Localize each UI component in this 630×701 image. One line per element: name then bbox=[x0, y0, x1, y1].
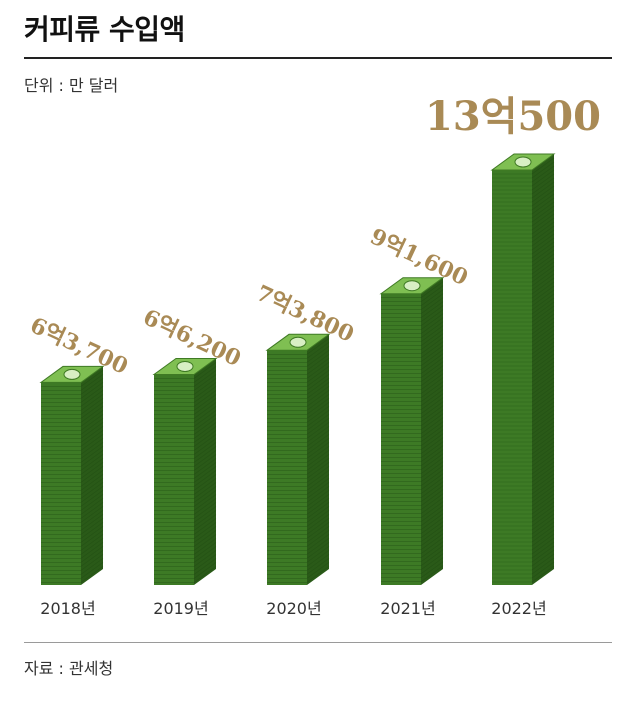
chart-title: 커피류 수입액 bbox=[24, 13, 185, 46]
dollar-icon bbox=[289, 336, 307, 348]
x-tick-label: 2018년 bbox=[40, 599, 95, 618]
x-tick-label: 2020년 bbox=[266, 599, 321, 618]
x-tick-label: 2022년 bbox=[491, 599, 546, 618]
unit-label: 단위 : 만 달러 bbox=[24, 76, 119, 95]
bar-side-face bbox=[194, 358, 216, 585]
bill-stripes bbox=[267, 338, 330, 583]
bill-stripes bbox=[154, 362, 217, 583]
bar-2 bbox=[152, 357, 218, 585]
bar-side-face bbox=[421, 277, 443, 585]
bar-1 bbox=[39, 365, 105, 585]
bar-front-face bbox=[492, 170, 532, 585]
title-divider bbox=[24, 57, 612, 59]
x-tick-label: 2021년 bbox=[380, 599, 435, 618]
bar-front-face bbox=[41, 382, 81, 585]
bar-front-face bbox=[267, 350, 307, 585]
dollar-icon bbox=[63, 368, 81, 380]
bar-4 bbox=[379, 277, 445, 585]
bar-3 bbox=[265, 333, 331, 585]
bill-stripes bbox=[492, 157, 555, 583]
bar-front-face bbox=[154, 374, 194, 585]
source-divider bbox=[24, 642, 612, 643]
bill-stripes bbox=[381, 281, 444, 583]
bar-front-face bbox=[381, 293, 421, 585]
dollar-icon bbox=[176, 360, 194, 372]
x-tick-label: 2019년 bbox=[153, 599, 208, 618]
value-label: 13억500 bbox=[425, 93, 601, 140]
dollar-icon bbox=[514, 156, 532, 168]
dollar-icon bbox=[403, 280, 421, 292]
bar-5 bbox=[490, 153, 556, 585]
source-note: 자료 : 관세청 bbox=[24, 659, 114, 678]
bill-stripes bbox=[41, 370, 104, 583]
